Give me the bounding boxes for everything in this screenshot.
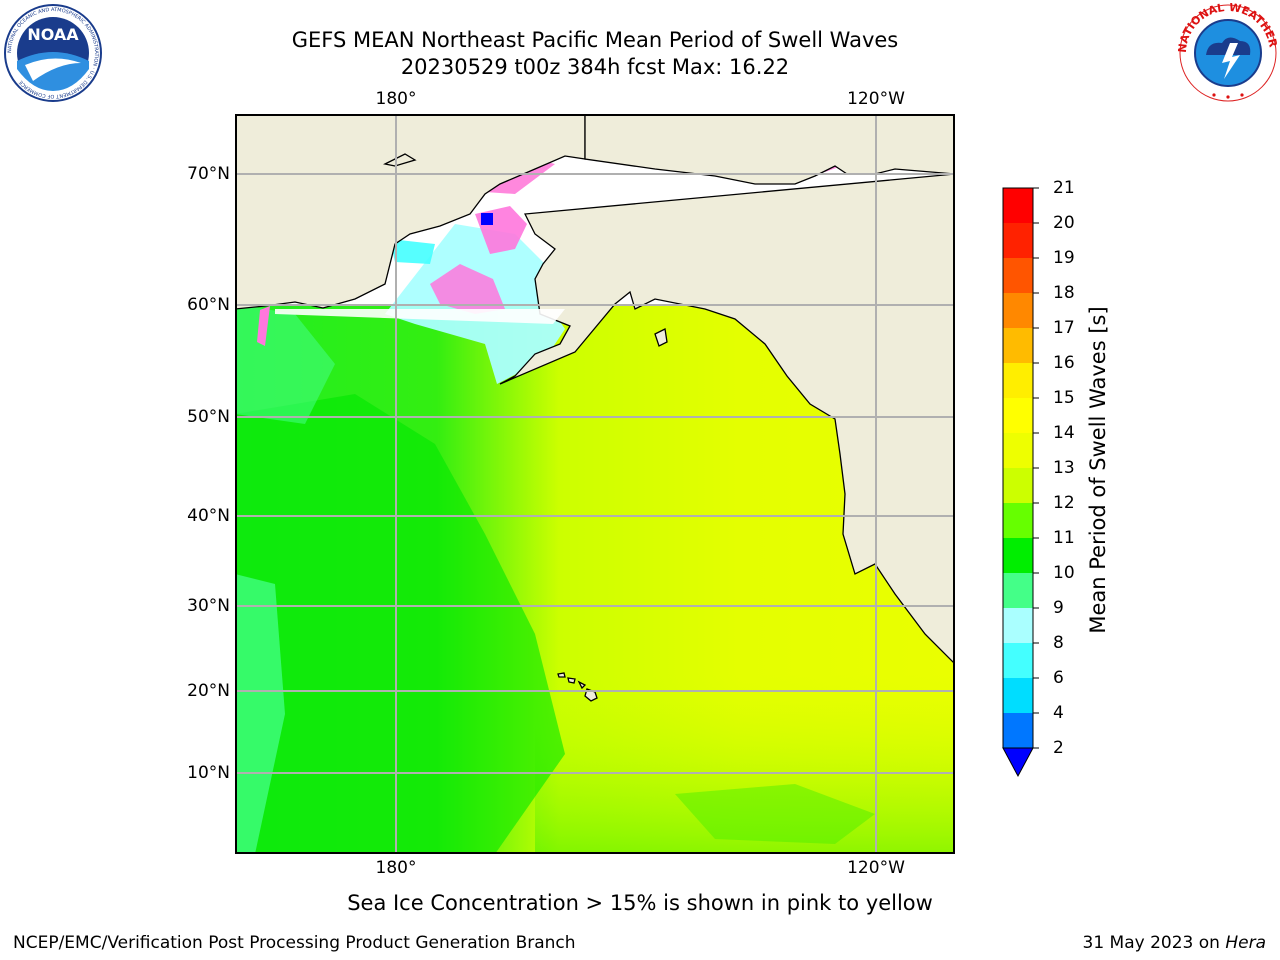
colorbar-tick-label: 12 bbox=[1053, 493, 1075, 513]
colorbar-tick-label: 18 bbox=[1053, 283, 1075, 303]
colorbar-bin bbox=[1003, 538, 1033, 573]
colorbar-bin bbox=[1003, 608, 1033, 643]
colorbar-bin bbox=[1003, 328, 1033, 363]
host-name: Hera bbox=[1225, 933, 1266, 953]
sea-ice-zone bbox=[390, 239, 435, 264]
noaa-logo-text: NOAA bbox=[27, 25, 79, 44]
colorbar-bin bbox=[1003, 643, 1033, 678]
colorbar-tick-label: 15 bbox=[1053, 388, 1075, 408]
lon-label-top-120w: 120°W bbox=[847, 89, 905, 109]
lat-label-60n: 60°N bbox=[187, 295, 230, 315]
colorbar-tick-label: 9 bbox=[1053, 598, 1064, 618]
lat-label-70n: 70°N bbox=[187, 164, 230, 184]
colorbar-tick-label: 2 bbox=[1053, 738, 1064, 758]
colorbar-tick-label: 17 bbox=[1053, 318, 1075, 338]
colorbar-tick-label: 4 bbox=[1053, 703, 1064, 723]
sea-ice-zone bbox=[257, 306, 270, 346]
lat-label-40n: 40°N bbox=[187, 506, 230, 526]
credit-line: NCEP/EMC/Verification Post Processing Pr… bbox=[13, 933, 576, 953]
colorbar-tick-label: 19 bbox=[1053, 248, 1075, 268]
colorbar-tick-label: 14 bbox=[1053, 423, 1075, 443]
noaa-logo: NOAA NATIONAL OCEANIC AND ATMOSPHERIC AD… bbox=[4, 4, 102, 102]
colorbar-bin bbox=[1003, 678, 1033, 713]
graticule bbox=[235, 114, 955, 854]
colorbar-label: Mean Period of Swell Waves [s] bbox=[1086, 306, 1110, 634]
colorbar-tick-label: 13 bbox=[1053, 458, 1075, 478]
colorbar-tick-label: 16 bbox=[1053, 353, 1075, 373]
sea-ice-max bbox=[481, 213, 493, 225]
colorbar-bin bbox=[1003, 223, 1033, 258]
sea-ice-zone bbox=[430, 264, 505, 314]
map-frame bbox=[235, 114, 955, 854]
colorbar-bin bbox=[1003, 363, 1033, 398]
lat-label-10n: 10°N bbox=[187, 763, 230, 783]
lon-label-bottom-120w: 120°W bbox=[847, 858, 905, 878]
ocean-field-south bbox=[535, 674, 955, 854]
colorbar-bin bbox=[1003, 713, 1033, 748]
lat-label-30n: 30°N bbox=[187, 596, 230, 616]
lon-label-top-180: 180° bbox=[375, 89, 417, 109]
colorbar-tick-label: 11 bbox=[1053, 528, 1075, 548]
run-date: 31 May 2023 on Hera bbox=[1082, 933, 1267, 953]
colorbar-bin bbox=[1003, 398, 1033, 433]
colorbar-bin bbox=[1003, 468, 1033, 503]
colorbar-tick-label: 20 bbox=[1053, 213, 1075, 233]
colorbar-tick-label: 21 bbox=[1053, 178, 1075, 198]
green-patch bbox=[235, 394, 565, 854]
map-title: GEFS MEAN Northeast Pacific Mean Period … bbox=[291, 28, 899, 52]
colorbar-bin bbox=[1003, 573, 1033, 608]
no-data-strip bbox=[275, 309, 565, 324]
colorbar-bin bbox=[1003, 258, 1033, 293]
sea-ice-note: Sea Ice Concentration > 15% is shown in … bbox=[347, 891, 933, 915]
colorbar-bin bbox=[1003, 293, 1033, 328]
green-patch bbox=[235, 574, 285, 854]
map-subtitle: 20230529 t00z 384h fcst Max: 16.22 bbox=[400, 55, 790, 79]
colorbar-tick-label: 10 bbox=[1053, 563, 1075, 583]
colorbar-tick-label: 8 bbox=[1053, 633, 1064, 653]
green-patch bbox=[675, 784, 875, 844]
lat-label-20n: 20°N bbox=[187, 681, 230, 701]
lat-label-50n: 50°N bbox=[187, 407, 230, 427]
colorbar bbox=[1002, 187, 1039, 778]
nws-logo: NATIONAL WEATHER SERVICE bbox=[1178, 3, 1278, 102]
colorbar-bin bbox=[1003, 433, 1033, 468]
colorbar-tick-label: 6 bbox=[1053, 668, 1064, 688]
colorbar-bin bbox=[1003, 188, 1033, 223]
land-masses bbox=[235, 114, 955, 665]
colorbar-bin bbox=[1003, 503, 1033, 538]
lon-label-bottom-180: 180° bbox=[375, 858, 417, 878]
colorbar-extend-arrow bbox=[1002, 747, 1034, 778]
swell-period-map bbox=[235, 114, 955, 854]
